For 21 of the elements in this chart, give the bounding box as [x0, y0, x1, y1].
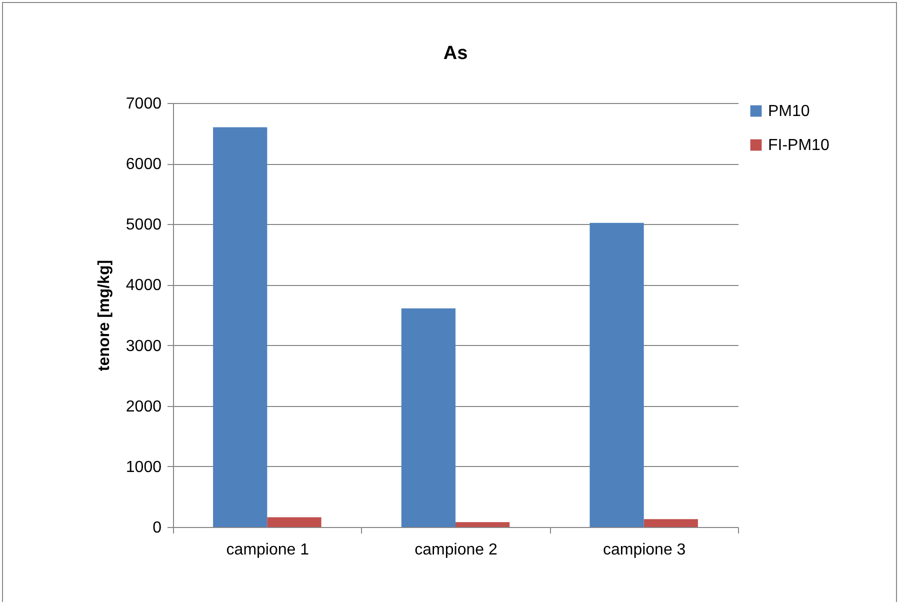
y-axis-title: tenore [mg/kg]	[96, 260, 113, 372]
y-tick-label: 4000	[126, 277, 162, 294]
bar	[401, 308, 456, 527]
bar	[644, 519, 698, 527]
y-tick-label: 1000	[126, 458, 162, 476]
bar	[590, 222, 644, 527]
bar	[213, 127, 268, 527]
bar	[456, 522, 510, 527]
bar	[267, 517, 322, 527]
y-tick-label: 0	[152, 520, 162, 536]
y-tick-label: 3000	[126, 338, 162, 355]
legend-label: FI-PM10	[768, 137, 830, 154]
y-tick-label: 5000	[126, 216, 162, 234]
y-tick-label: 2000	[126, 398, 162, 416]
y-tick-label: 6000	[126, 156, 162, 174]
legend-label: PM10	[768, 103, 810, 120]
x-tick-label: campione 3	[602, 542, 686, 558]
chart-title: As	[443, 43, 468, 64]
x-tick-label: campione 1	[226, 542, 310, 558]
y-tick-label: 7000	[126, 96, 162, 112]
x-tick-label: campione 2	[414, 542, 498, 558]
